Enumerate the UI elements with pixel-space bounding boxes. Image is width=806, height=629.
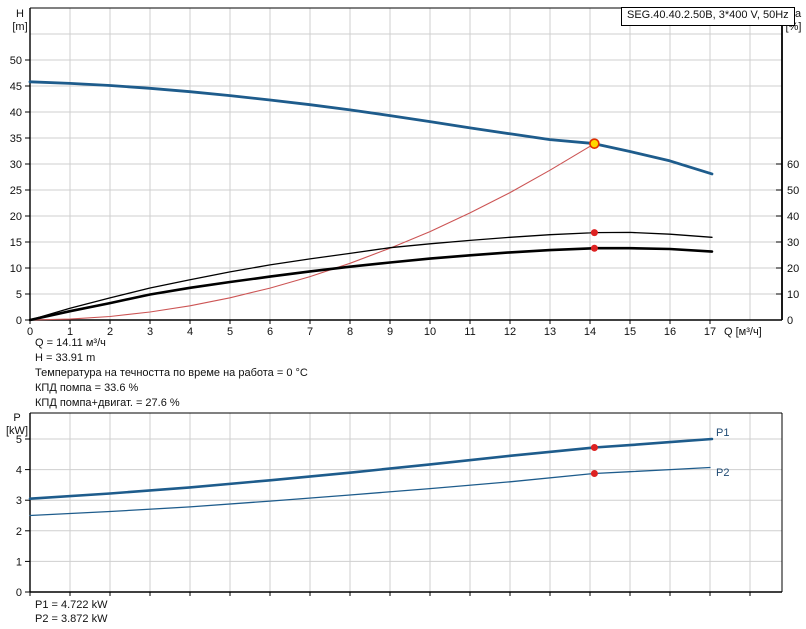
y-left-tick-label: 0 xyxy=(16,587,22,599)
readout-eta-pump-motor: КПД помпа+двигат. = 27.6 % xyxy=(35,397,180,409)
axes xyxy=(25,7,783,324)
y-left-tick-label: 45 xyxy=(10,81,22,93)
y-left-tick-label: 0 xyxy=(16,315,22,327)
h-axis-unit-symbol: H xyxy=(16,8,24,20)
x-tick-label: 13 xyxy=(544,326,556,338)
readout-eta-pump: КПД помпа = 33.6 % xyxy=(35,382,139,394)
x-tick-label: 3 xyxy=(147,326,153,338)
y-left-tick-label: 5 xyxy=(16,289,22,301)
p1-curve-label: P1 xyxy=(716,427,730,439)
marker-operating-point xyxy=(589,138,600,149)
x-tick-label: 14 xyxy=(584,326,596,338)
readout-q: Q = 14.11 м³/ч xyxy=(35,337,106,349)
marker-eta-pump-point xyxy=(590,229,598,237)
x-tick-label: 7 xyxy=(307,326,313,338)
x-tick-label: 16 xyxy=(664,326,676,338)
x-tick-label: 8 xyxy=(347,326,353,338)
x-tick-label: 6 xyxy=(267,326,273,338)
series-P2 xyxy=(29,466,711,517)
marker-p1-point xyxy=(590,444,598,452)
marker-p2-point xyxy=(590,470,598,478)
y-left-tick-label: 10 xyxy=(10,263,22,275)
y-left-tick-label: 50 xyxy=(10,55,22,67)
x-tick-label: 1 xyxy=(67,326,73,338)
power-readout: P1 = 4.722 kW P2 = 3.872 kW xyxy=(35,599,107,627)
axes xyxy=(25,412,783,596)
x-tick-label: 5 xyxy=(227,326,233,338)
y-left-tick-label: 15 xyxy=(10,237,22,249)
x-tick-label: 11 xyxy=(464,326,475,338)
p-axis-unit-symbol: P xyxy=(13,412,21,424)
h-axis-unit-bracket: [m] xyxy=(12,21,28,33)
y-left-tick-label: 5 xyxy=(16,434,22,446)
y-right-tick-label: 10 xyxy=(787,289,799,301)
y-right-tick-label: 20 xyxy=(787,263,799,275)
x-tick-label: 2 xyxy=(107,326,113,338)
x-tick-label: 12 xyxy=(504,326,516,338)
p2-curve-label: P2 xyxy=(716,467,730,479)
y-left-tick-label: 25 xyxy=(10,185,22,197)
x-tick-label: 10 xyxy=(424,326,436,338)
y-left-tick-label: 3 xyxy=(16,495,22,507)
hq-eta-chart: 0 1 2 3 4 5 6 7 8 9 10 11 12 13 14 15 16 1705101520253035… xyxy=(10,7,799,338)
x-tick-label: 15 xyxy=(624,326,636,338)
p-axis-unit-bracket: [kW] xyxy=(6,425,28,437)
x-tick-label: 4 xyxy=(187,326,193,338)
y-right-tick-label: 60 xyxy=(787,159,799,171)
y-right-tick-label: 40 xyxy=(787,211,799,223)
readout-temperature: Температура на течността по време на раб… xyxy=(35,367,308,379)
readout-h: H = 33.91 m xyxy=(35,352,96,364)
pump-model-title: SEG.40.40.2.50B, 3*400 V, 50Hz xyxy=(621,7,795,26)
y-left-tick-label: 4 xyxy=(16,465,22,477)
h-axis-unit: H [m] xyxy=(6,8,34,34)
marker-eta-total-point xyxy=(590,244,598,252)
y-left-tick-label: 1 xyxy=(16,556,22,568)
grid xyxy=(30,413,782,592)
x-tick-label: 17 xyxy=(704,326,716,338)
y-left-tick-label: 40 xyxy=(10,107,22,119)
readout-p2: P2 = 3.872 kW xyxy=(35,613,108,625)
operating-point-readout: Q = 14.11 м³/ч H = 33.91 m Температура н… xyxy=(35,337,308,412)
y-left-tick-label: 30 xyxy=(10,159,22,171)
y-right-tick-label: 50 xyxy=(787,185,799,197)
y-left-tick-label: 35 xyxy=(10,133,22,145)
series-P1 xyxy=(28,437,714,501)
q-axis-unit: Q [м³/ч] xyxy=(724,326,762,338)
y-left-tick-label: 2 xyxy=(16,526,22,538)
y-right-tick-label: 0 xyxy=(787,315,793,327)
grid xyxy=(30,8,782,320)
x-tick-label: 0 xyxy=(27,326,33,338)
x-tick-label: 9 xyxy=(387,326,393,338)
p-axis-unit: P [kW] xyxy=(2,412,32,438)
readout-p1: P1 = 4.722 kW xyxy=(35,599,108,611)
y-left-tick-label: 20 xyxy=(10,211,22,223)
y-right-tick-label: 30 xyxy=(787,237,799,249)
